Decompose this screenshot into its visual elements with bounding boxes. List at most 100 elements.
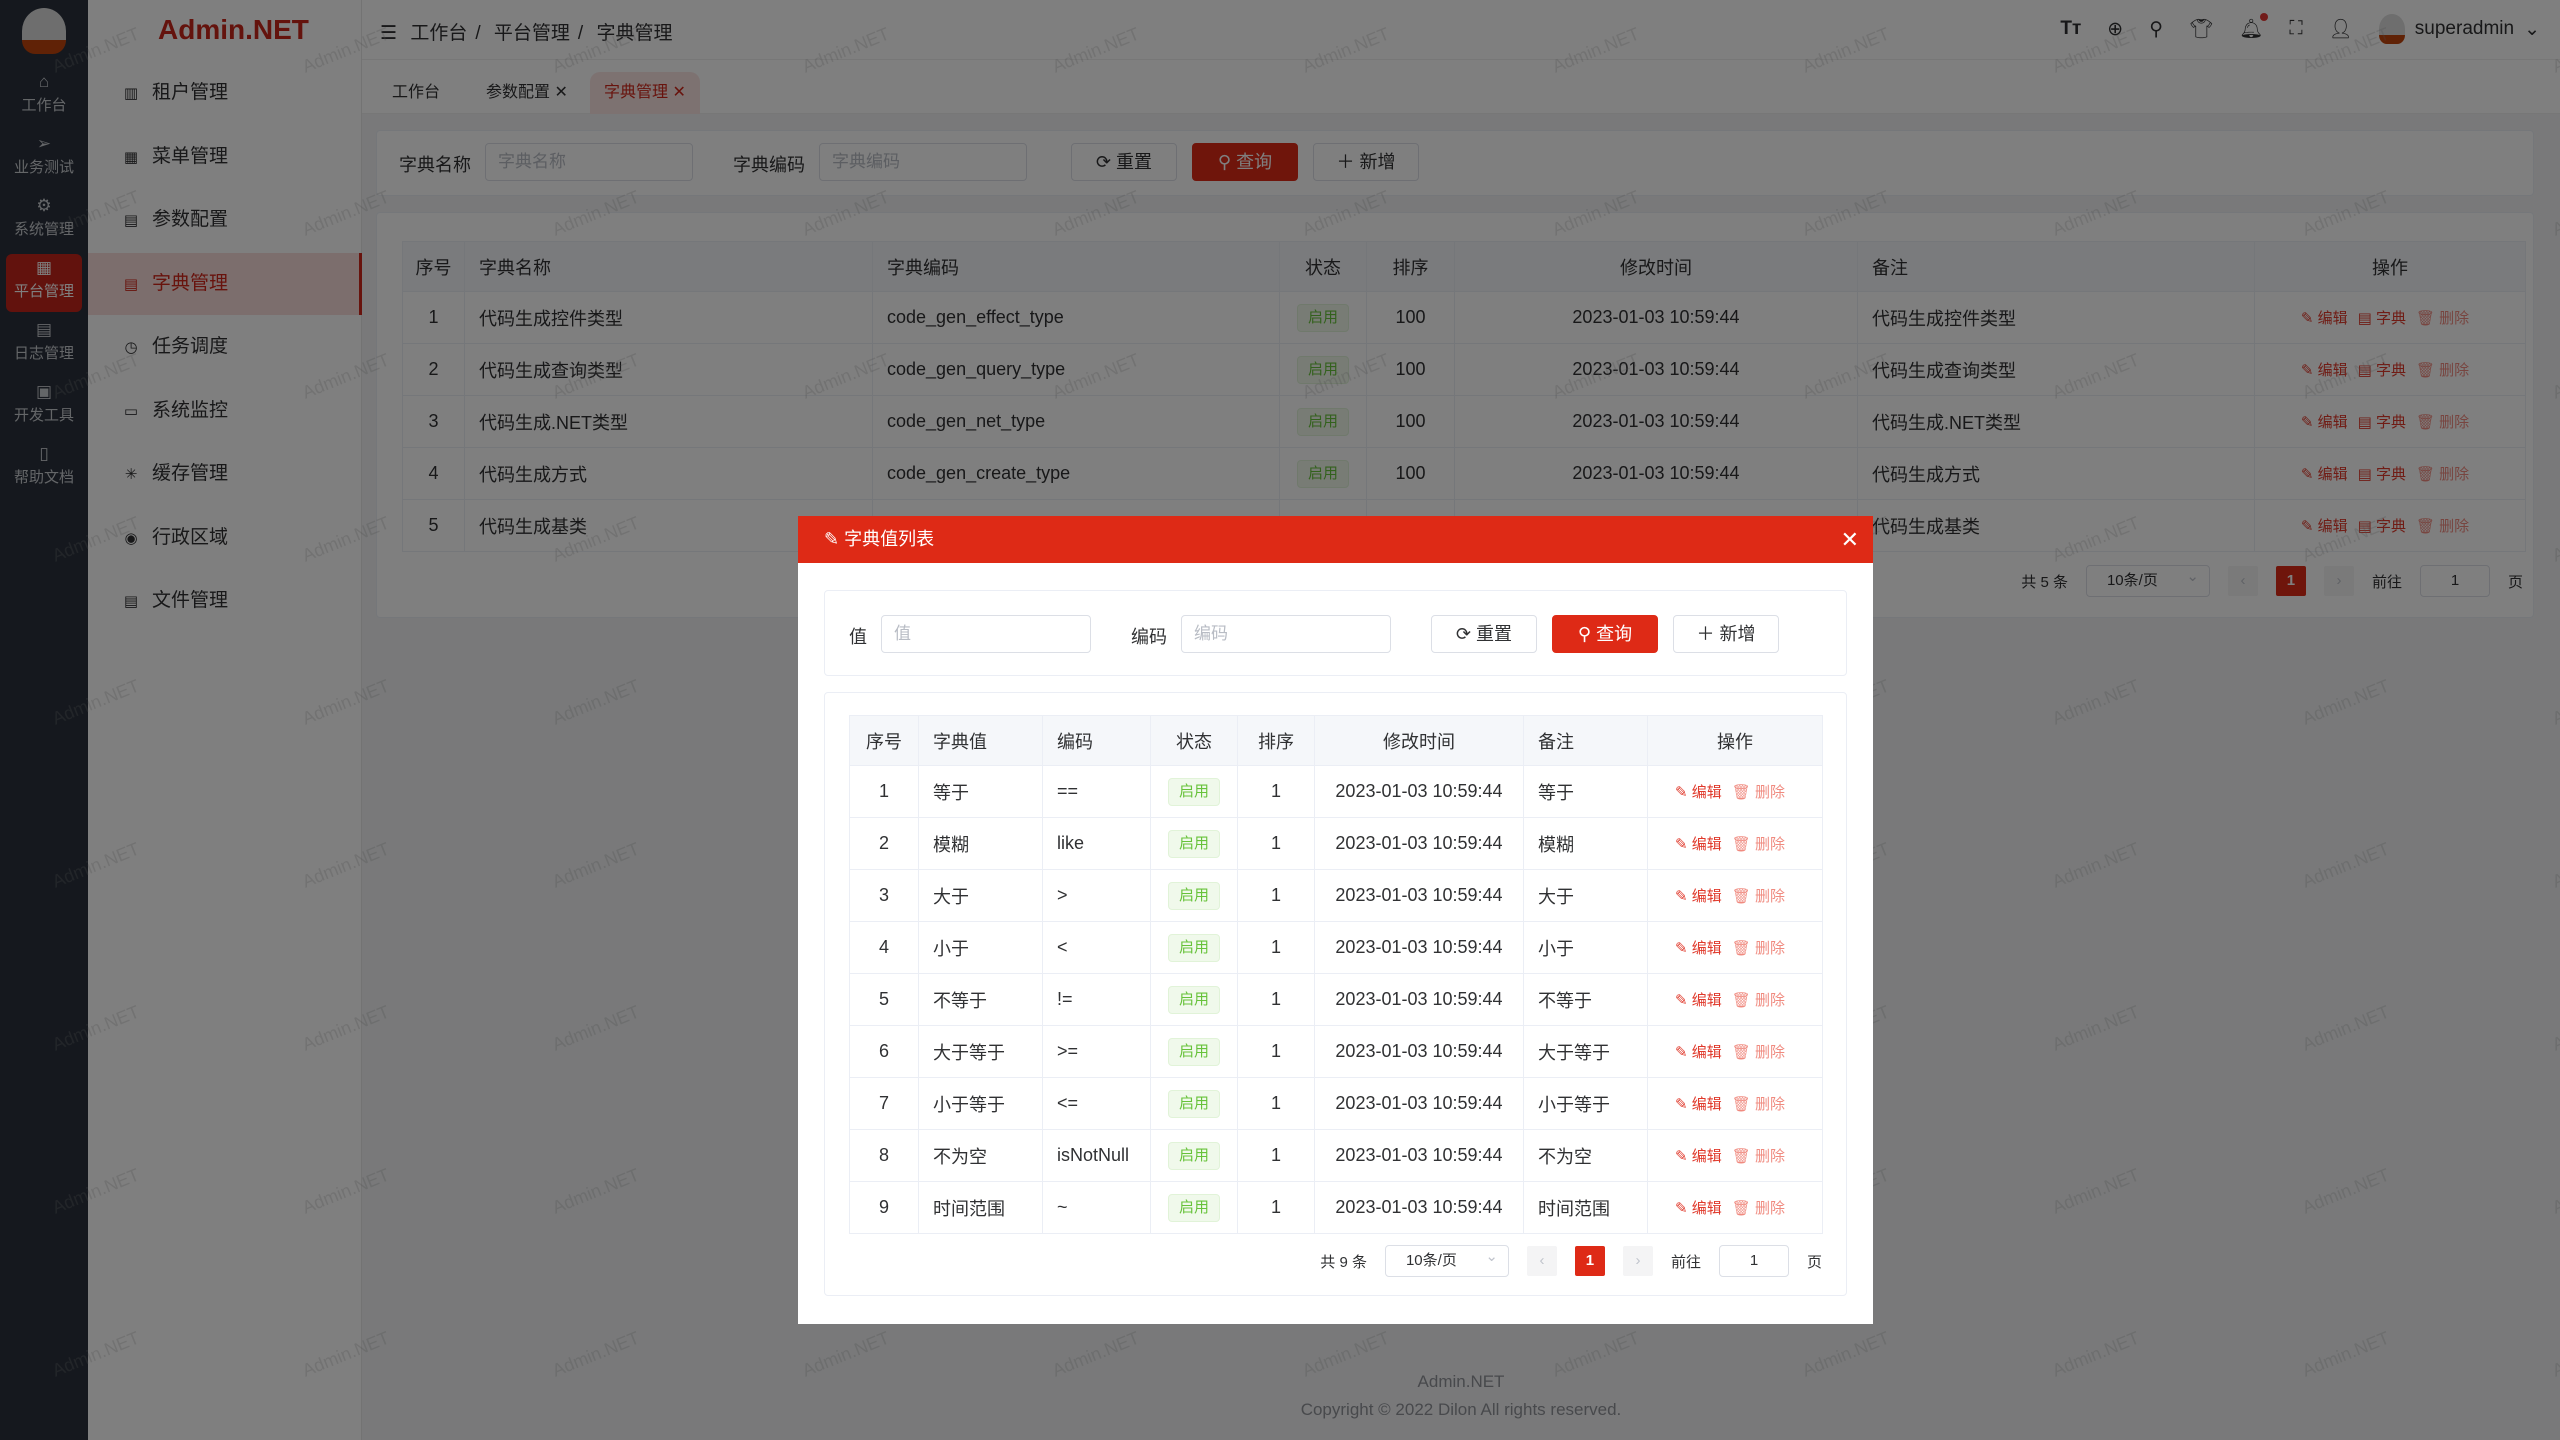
edit-button[interactable]: ✎ 编辑 — [1675, 888, 1722, 905]
total-count: 共 9 条 — [1320, 1253, 1367, 1271]
delete-button[interactable]: 🗑︎ 删除 — [1731, 992, 1785, 1009]
table-row: 7 小于等于 <= 启用 1 2023-01-03 10:59:44 小于等于 ✎ 编辑 🗑︎ … — [849, 1077, 1823, 1130]
page-size-select[interactable]: 10条/页 — [1384, 1242, 1509, 1277]
cell: 2023-01-03 10:59:44 — [1314, 1025, 1524, 1078]
actions-cell: ✎ 编辑 🗑︎ 删除 — [1647, 765, 1823, 818]
delete-button[interactable]: 🗑︎ 删除 — [1731, 784, 1785, 801]
modal-title: 字典值列表 — [844, 529, 935, 549]
cell: 启用 — [1150, 765, 1238, 818]
column-header: 备注 — [1523, 715, 1648, 766]
delete-button[interactable]: 🗑︎ 删除 — [1731, 1148, 1785, 1165]
cell: 2023-01-03 10:59:44 — [1314, 1181, 1524, 1234]
dict-value-modal: ✎ 字典值列表 ✕ 值 值 编码 编码 ⟳ 重置 ⚲ 查询 ＋ 新增 序号 字典值… — [798, 516, 1873, 1324]
modal-search-card: 值 值 编码 编码 ⟳ 重置 ⚲ 查询 ＋ 新增 — [824, 590, 1847, 676]
next-page-button[interactable]: › — [1622, 1246, 1653, 1276]
cell: 3 — [849, 869, 919, 922]
trash-icon: 🗑︎ — [1731, 1148, 1751, 1165]
cell: 小于 — [1523, 921, 1648, 974]
status-badge: 启用 — [1167, 1089, 1220, 1118]
cell: 启用 — [1150, 1025, 1238, 1078]
prev-page-button[interactable]: ‹ — [1526, 1246, 1557, 1276]
edit-icon: ✎ — [1675, 1044, 1688, 1061]
edit-icon: ✎ — [1675, 784, 1688, 801]
actions-cell: ✎ 编辑 🗑︎ 删除 — [1647, 1181, 1823, 1234]
cell: 时间范围 — [918, 1181, 1043, 1234]
cell: 启用 — [1150, 869, 1238, 922]
cell: 2023-01-03 10:59:44 — [1314, 973, 1524, 1026]
cell: 1 — [1237, 1077, 1315, 1130]
cell: 8 — [849, 1129, 919, 1182]
delete-button[interactable]: 🗑︎ 删除 — [1731, 1044, 1785, 1061]
cell: like — [1042, 817, 1151, 870]
cell: 2023-01-03 10:59:44 — [1314, 817, 1524, 870]
cell: 1 — [1237, 869, 1315, 922]
trash-icon: 🗑︎ — [1731, 1044, 1751, 1061]
actions-cell: ✎ 编辑 🗑︎ 删除 — [1647, 869, 1823, 922]
edit-icon: ✎ — [1675, 940, 1688, 957]
edit-button[interactable]: ✎ 编辑 — [1675, 940, 1722, 957]
cell: 启用 — [1150, 973, 1238, 1026]
cell: 7 — [849, 1077, 919, 1130]
edit-button[interactable]: ✎ 编辑 — [1675, 1148, 1722, 1165]
trash-icon: 🗑︎ — [1731, 940, 1751, 957]
value-input[interactable]: 值 — [881, 615, 1091, 653]
cell: < — [1042, 921, 1151, 974]
cell: 6 — [849, 1025, 919, 1078]
goto-page-input[interactable]: 1 — [1718, 1245, 1789, 1277]
delete-button[interactable]: 🗑︎ 删除 — [1731, 1200, 1785, 1217]
cell: 大于 — [1523, 869, 1648, 922]
code-input[interactable]: 编码 — [1181, 615, 1391, 653]
edit-button[interactable]: ✎ 编辑 — [1675, 784, 1722, 801]
cell: 2023-01-03 10:59:44 — [1314, 921, 1524, 974]
edit-button[interactable]: ✎ 编辑 — [1675, 1044, 1722, 1061]
status-badge: 启用 — [1167, 777, 1220, 806]
modal-query-button[interactable]: ⚲ 查询 — [1552, 615, 1658, 653]
delete-button[interactable]: 🗑︎ 删除 — [1731, 1096, 1785, 1113]
trash-icon: 🗑︎ — [1731, 1096, 1751, 1113]
modal-add-button[interactable]: ＋ 新增 — [1673, 615, 1779, 653]
edit-button[interactable]: ✎ 编辑 — [1675, 836, 1722, 853]
trash-icon: 🗑︎ — [1731, 836, 1751, 853]
cell: >= — [1042, 1025, 1151, 1078]
edit-button[interactable]: ✎ 编辑 — [1675, 1200, 1722, 1217]
edit-button[interactable]: ✎ 编辑 — [1675, 1096, 1722, 1113]
edit-icon: ✎ — [1675, 1200, 1688, 1217]
cell: 启用 — [1150, 817, 1238, 870]
cell: == — [1042, 765, 1151, 818]
actions-cell: ✎ 编辑 🗑︎ 删除 — [1647, 921, 1823, 974]
cell: 不等于 — [1523, 973, 1648, 1026]
cell: 9 — [849, 1181, 919, 1234]
cell: 等于 — [1523, 765, 1648, 818]
value-label: 值 — [849, 627, 867, 647]
status-badge: 启用 — [1167, 1141, 1220, 1170]
cell: 1 — [1237, 817, 1315, 870]
trash-icon: 🗑︎ — [1731, 784, 1751, 801]
edit-icon: ✎ — [1675, 888, 1688, 905]
cell: 启用 — [1150, 921, 1238, 974]
table-row: 9 时间范围 ~ 启用 1 2023-01-03 10:59:44 时间范围 ✎ 编辑 🗑︎ 删… — [849, 1181, 1823, 1234]
cell: 小于等于 — [918, 1077, 1043, 1130]
cell: 模糊 — [1523, 817, 1648, 870]
dict-value-table: 序号 字典值 编码 状态 排序 修改时间 备注 操作 1 等于 == 启用 1 2023-01-03 10… — [849, 715, 1823, 1234]
status-badge: 启用 — [1167, 829, 1220, 858]
cell: 1 — [1237, 1181, 1315, 1234]
delete-button[interactable]: 🗑︎ 删除 — [1731, 940, 1785, 957]
page-unit: 页 — [1806, 1253, 1822, 1271]
status-badge: 启用 — [1167, 933, 1220, 962]
close-icon[interactable]: ✕ — [1840, 527, 1859, 552]
table-row: 3 大于 > 启用 1 2023-01-03 10:59:44 大于 ✎ 编辑 🗑︎ 删除 — [849, 869, 1823, 922]
edit-button[interactable]: ✎ 编辑 — [1675, 992, 1722, 1009]
cell: > — [1042, 869, 1151, 922]
table-row: 6 大于等于 >= 启用 1 2023-01-03 10:59:44 大于等于 ✎ 编辑 🗑︎ … — [849, 1025, 1823, 1078]
delete-button[interactable]: 🗑︎ 删除 — [1731, 836, 1785, 853]
table-row: 1 等于 == 启用 1 2023-01-03 10:59:44 等于 ✎ 编辑 🗑︎ 删除 — [849, 765, 1823, 818]
column-header: 状态 — [1150, 715, 1238, 766]
modal-reset-button[interactable]: ⟳ 重置 — [1431, 615, 1537, 653]
edit-icon: ✎ — [1675, 836, 1688, 853]
cell: 1 — [1237, 1025, 1315, 1078]
trash-icon: 🗑︎ — [1731, 992, 1751, 1009]
cell: 等于 — [918, 765, 1043, 818]
page-1-button[interactable]: 1 — [1574, 1246, 1605, 1276]
delete-button[interactable]: 🗑︎ 删除 — [1731, 888, 1785, 905]
cell: <= — [1042, 1077, 1151, 1130]
